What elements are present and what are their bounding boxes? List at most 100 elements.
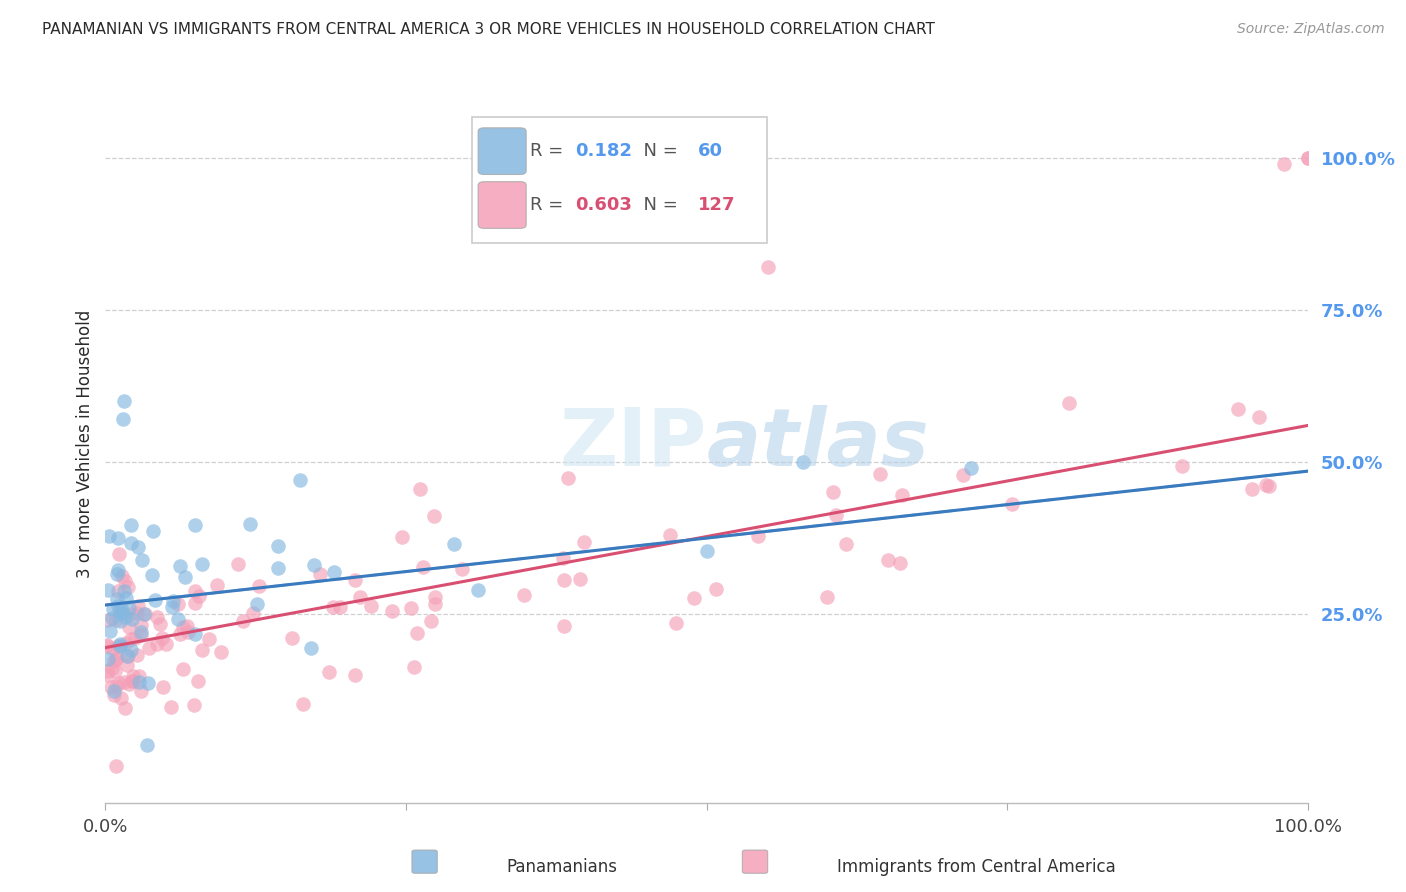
Point bbox=[103, 654, 125, 668]
Point bbox=[129, 683, 152, 698]
Text: R =: R = bbox=[530, 195, 569, 214]
Point bbox=[103, 684, 125, 698]
Point bbox=[391, 530, 413, 544]
Point bbox=[682, 591, 704, 606]
Point bbox=[98, 624, 121, 639]
Point bbox=[121, 612, 143, 626]
Point bbox=[127, 648, 149, 662]
FancyBboxPatch shape bbox=[478, 182, 526, 228]
Point bbox=[288, 473, 311, 487]
Point bbox=[1296, 151, 1319, 165]
Point bbox=[704, 582, 727, 596]
Point bbox=[110, 690, 132, 705]
Point bbox=[183, 518, 205, 533]
Text: 60: 60 bbox=[699, 142, 723, 160]
Text: Panamanians: Panamanians bbox=[506, 858, 617, 876]
Point bbox=[513, 588, 536, 602]
Point bbox=[226, 557, 249, 571]
Point bbox=[118, 601, 141, 615]
Point bbox=[198, 632, 221, 646]
Point bbox=[121, 674, 143, 689]
Point bbox=[177, 624, 200, 639]
Point bbox=[246, 597, 269, 611]
Point bbox=[1254, 478, 1277, 492]
Point bbox=[665, 616, 688, 631]
Point bbox=[343, 668, 366, 682]
Point bbox=[322, 566, 344, 580]
Point bbox=[1240, 482, 1263, 496]
Point bbox=[747, 529, 769, 543]
Point bbox=[553, 573, 575, 587]
Point bbox=[162, 594, 184, 608]
Point bbox=[1296, 151, 1319, 165]
Point bbox=[115, 658, 138, 673]
Point bbox=[98, 529, 121, 543]
Point bbox=[108, 614, 131, 628]
Point bbox=[756, 260, 779, 275]
Text: R =: R = bbox=[530, 142, 569, 160]
Point bbox=[107, 584, 129, 599]
Point bbox=[117, 648, 139, 663]
Point bbox=[129, 617, 152, 632]
Point bbox=[121, 643, 143, 657]
Point bbox=[696, 544, 718, 558]
Point bbox=[952, 467, 974, 482]
Point bbox=[110, 600, 132, 615]
Point bbox=[129, 628, 152, 642]
Point bbox=[167, 598, 190, 612]
Point bbox=[1171, 458, 1194, 473]
Point bbox=[1249, 410, 1271, 425]
Point bbox=[110, 605, 132, 619]
Point bbox=[118, 620, 141, 634]
Text: Immigrants from Central America: Immigrants from Central America bbox=[837, 858, 1115, 876]
Point bbox=[467, 582, 489, 597]
Point bbox=[128, 669, 150, 683]
Point bbox=[96, 638, 118, 652]
Point bbox=[267, 561, 290, 575]
Point bbox=[322, 600, 344, 615]
Point bbox=[172, 662, 194, 676]
Point bbox=[150, 631, 173, 645]
Point bbox=[149, 617, 172, 632]
Point bbox=[136, 738, 159, 752]
Point bbox=[205, 578, 228, 592]
Point bbox=[247, 579, 270, 593]
Point bbox=[329, 599, 352, 614]
Point bbox=[120, 607, 142, 621]
Point bbox=[108, 547, 131, 561]
Text: atlas: atlas bbox=[707, 405, 929, 483]
Point bbox=[183, 698, 205, 713]
Point bbox=[191, 557, 214, 571]
Point bbox=[127, 540, 149, 554]
Point bbox=[107, 531, 129, 545]
Point bbox=[103, 688, 125, 702]
Point bbox=[120, 517, 142, 532]
Point bbox=[343, 574, 366, 588]
Point bbox=[122, 668, 145, 682]
Point bbox=[105, 679, 128, 693]
Point bbox=[131, 553, 153, 567]
Point bbox=[1226, 402, 1249, 417]
FancyBboxPatch shape bbox=[478, 128, 526, 175]
Point bbox=[292, 698, 315, 712]
Point bbox=[450, 562, 472, 576]
Point bbox=[107, 639, 129, 653]
Point bbox=[557, 471, 579, 485]
Point bbox=[146, 637, 169, 651]
Point bbox=[103, 664, 125, 678]
Point bbox=[101, 611, 124, 625]
Point bbox=[404, 660, 426, 674]
Text: 127: 127 bbox=[699, 195, 735, 214]
Point bbox=[108, 637, 131, 651]
Point bbox=[100, 680, 122, 694]
Point bbox=[96, 665, 118, 679]
Point bbox=[105, 649, 128, 664]
Point bbox=[155, 637, 177, 651]
FancyBboxPatch shape bbox=[472, 117, 766, 243]
Point bbox=[553, 551, 575, 566]
Point bbox=[825, 508, 848, 522]
Point bbox=[121, 674, 143, 689]
Point bbox=[118, 677, 141, 691]
Point bbox=[132, 607, 155, 622]
Point bbox=[423, 597, 446, 611]
